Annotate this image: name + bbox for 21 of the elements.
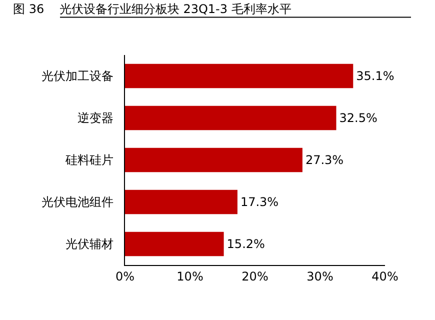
bar xyxy=(125,232,224,256)
y-tick-label: 光伏辅材 xyxy=(66,237,114,252)
bar xyxy=(125,106,336,130)
x-tick-label: 30% xyxy=(306,269,334,284)
x-tick-label: 0% xyxy=(115,269,135,284)
data-label: 15.2% xyxy=(226,237,265,251)
y-tick-label: 硅料硅片 xyxy=(64,153,114,168)
y-tick-label: 逆变器 xyxy=(78,111,114,126)
x-tick-label: 10% xyxy=(176,269,204,284)
data-label: 17.3% xyxy=(240,195,279,209)
data-label: 35.1% xyxy=(356,69,394,83)
chart-title: 图 36 光伏设备行业细分板块 23Q1-3 毛利率水平 xyxy=(13,2,292,16)
data-label: 27.3% xyxy=(305,153,344,167)
bar xyxy=(125,64,354,88)
x-tick-label: 40% xyxy=(372,269,398,284)
y-tick-label: 光伏电池组件 xyxy=(42,195,114,210)
x-tick-label: 20% xyxy=(242,269,268,284)
y-tick-label: 光伏加工设备 xyxy=(42,69,114,84)
bar xyxy=(125,190,238,214)
bar xyxy=(125,148,302,172)
data-label: 32.5% xyxy=(339,111,378,125)
